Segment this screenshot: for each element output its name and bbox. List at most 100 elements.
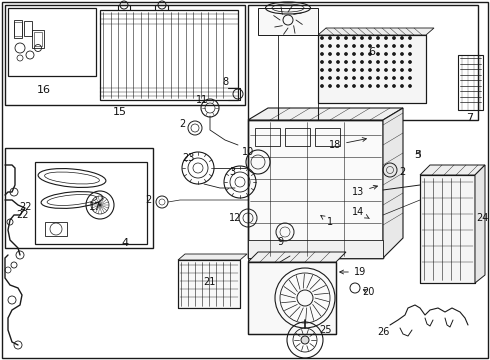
Text: 15: 15 bbox=[113, 107, 127, 117]
Circle shape bbox=[320, 68, 323, 72]
Circle shape bbox=[400, 53, 403, 55]
Circle shape bbox=[392, 77, 395, 80]
Circle shape bbox=[337, 85, 340, 87]
Circle shape bbox=[392, 85, 395, 87]
Circle shape bbox=[368, 45, 371, 48]
Bar bbox=[315, 128, 340, 146]
Polygon shape bbox=[383, 108, 403, 258]
Circle shape bbox=[385, 45, 388, 48]
Circle shape bbox=[376, 45, 379, 48]
Circle shape bbox=[361, 60, 364, 63]
Text: 2: 2 bbox=[145, 195, 151, 205]
Bar bbox=[34, 32, 42, 46]
Bar bbox=[8, 8, 96, 76]
Circle shape bbox=[328, 53, 332, 55]
Text: 20: 20 bbox=[362, 287, 374, 297]
Circle shape bbox=[352, 85, 356, 87]
Circle shape bbox=[352, 36, 356, 40]
Circle shape bbox=[328, 36, 332, 40]
Text: 18: 18 bbox=[329, 138, 367, 150]
Circle shape bbox=[376, 77, 379, 80]
Text: 21: 21 bbox=[203, 277, 215, 287]
Text: 16: 16 bbox=[37, 85, 51, 95]
Circle shape bbox=[385, 36, 388, 40]
Circle shape bbox=[368, 53, 371, 55]
Circle shape bbox=[275, 268, 335, 328]
Circle shape bbox=[361, 36, 364, 40]
Bar bbox=[45, 222, 67, 236]
Text: 8: 8 bbox=[222, 77, 228, 87]
Circle shape bbox=[328, 60, 332, 63]
Text: 24: 24 bbox=[476, 213, 488, 223]
Text: 11: 11 bbox=[196, 95, 208, 105]
Circle shape bbox=[344, 60, 347, 63]
Circle shape bbox=[385, 85, 388, 87]
Circle shape bbox=[320, 60, 323, 63]
Text: 7: 7 bbox=[466, 113, 473, 123]
Circle shape bbox=[337, 53, 340, 55]
Text: 13: 13 bbox=[352, 185, 377, 197]
Circle shape bbox=[409, 85, 412, 87]
Bar bbox=[32, 30, 44, 48]
Circle shape bbox=[301, 336, 309, 344]
Bar bbox=[5, 5, 245, 105]
Circle shape bbox=[400, 85, 403, 87]
Text: 12: 12 bbox=[229, 213, 241, 223]
Circle shape bbox=[368, 77, 371, 80]
Circle shape bbox=[361, 53, 364, 55]
Text: 2: 2 bbox=[179, 119, 185, 129]
Text: 9: 9 bbox=[277, 237, 283, 247]
Circle shape bbox=[409, 36, 412, 40]
Text: 3: 3 bbox=[229, 167, 235, 177]
Bar bbox=[420, 175, 475, 283]
Bar bbox=[248, 5, 478, 120]
Circle shape bbox=[368, 85, 371, 87]
Circle shape bbox=[400, 77, 403, 80]
Bar bbox=[248, 240, 383, 258]
Circle shape bbox=[337, 45, 340, 48]
Circle shape bbox=[320, 85, 323, 87]
Circle shape bbox=[392, 68, 395, 72]
Circle shape bbox=[376, 68, 379, 72]
Circle shape bbox=[392, 45, 395, 48]
Circle shape bbox=[344, 85, 347, 87]
Circle shape bbox=[344, 45, 347, 48]
Circle shape bbox=[376, 60, 379, 63]
Circle shape bbox=[385, 77, 388, 80]
Circle shape bbox=[320, 45, 323, 48]
Circle shape bbox=[392, 53, 395, 55]
Text: 17: 17 bbox=[89, 202, 101, 212]
Circle shape bbox=[392, 60, 395, 63]
Polygon shape bbox=[258, 8, 318, 35]
Circle shape bbox=[320, 36, 323, 40]
Circle shape bbox=[337, 77, 340, 80]
Circle shape bbox=[320, 77, 323, 80]
Bar bbox=[458, 55, 483, 110]
Bar bbox=[248, 120, 383, 258]
Circle shape bbox=[368, 60, 371, 63]
Polygon shape bbox=[318, 28, 434, 35]
Text: 23: 23 bbox=[182, 153, 194, 163]
Bar bbox=[178, 260, 240, 308]
Text: 4: 4 bbox=[122, 238, 128, 248]
Circle shape bbox=[352, 53, 356, 55]
Circle shape bbox=[361, 77, 364, 80]
Circle shape bbox=[400, 45, 403, 48]
Circle shape bbox=[328, 45, 332, 48]
Circle shape bbox=[409, 77, 412, 80]
Circle shape bbox=[352, 68, 356, 72]
Bar bbox=[35, 162, 147, 244]
Circle shape bbox=[337, 60, 340, 63]
Polygon shape bbox=[248, 108, 403, 120]
Circle shape bbox=[344, 77, 347, 80]
Circle shape bbox=[328, 85, 332, 87]
Circle shape bbox=[361, 85, 364, 87]
Circle shape bbox=[368, 36, 371, 40]
Bar bbox=[255, 128, 280, 146]
Circle shape bbox=[385, 53, 388, 55]
Circle shape bbox=[392, 36, 395, 40]
Polygon shape bbox=[178, 254, 247, 260]
Circle shape bbox=[409, 60, 412, 63]
Circle shape bbox=[337, 68, 340, 72]
Bar bbox=[14, 20, 22, 38]
